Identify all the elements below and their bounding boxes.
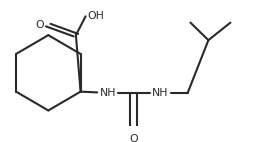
Text: NH: NH <box>152 88 168 98</box>
Text: O: O <box>129 134 138 142</box>
Text: OH: OH <box>87 11 105 21</box>
Text: O: O <box>36 20 44 30</box>
Text: NH: NH <box>99 88 116 98</box>
